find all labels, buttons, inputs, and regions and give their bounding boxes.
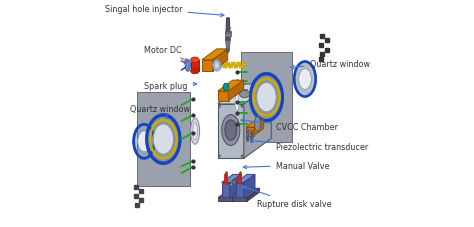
Ellipse shape <box>146 114 181 165</box>
Ellipse shape <box>299 69 311 90</box>
Polygon shape <box>246 120 264 128</box>
Polygon shape <box>226 19 230 41</box>
Polygon shape <box>219 188 246 197</box>
Ellipse shape <box>213 60 221 72</box>
Polygon shape <box>226 41 230 50</box>
Polygon shape <box>232 188 259 197</box>
Ellipse shape <box>219 155 220 158</box>
Ellipse shape <box>133 124 155 159</box>
Polygon shape <box>244 85 271 159</box>
Ellipse shape <box>185 60 191 72</box>
Ellipse shape <box>234 181 235 183</box>
Polygon shape <box>218 92 228 101</box>
Polygon shape <box>230 175 241 197</box>
Polygon shape <box>221 175 241 183</box>
Ellipse shape <box>227 50 229 53</box>
Ellipse shape <box>219 106 220 108</box>
Ellipse shape <box>246 129 248 132</box>
Ellipse shape <box>215 63 219 69</box>
Ellipse shape <box>241 155 243 158</box>
Ellipse shape <box>255 117 260 132</box>
Text: Piezolectric transducer: Piezolectric transducer <box>250 140 368 152</box>
Ellipse shape <box>191 118 200 145</box>
Text: Manual Valve: Manual Valve <box>243 161 329 170</box>
Polygon shape <box>219 197 233 202</box>
Ellipse shape <box>222 115 240 146</box>
Text: Singal hole injector: Singal hole injector <box>105 5 224 17</box>
Text: Rupture disk valve: Rupture disk valve <box>243 186 332 208</box>
Polygon shape <box>241 53 292 143</box>
FancyBboxPatch shape <box>226 27 230 29</box>
Ellipse shape <box>223 84 228 91</box>
Polygon shape <box>218 85 271 104</box>
Polygon shape <box>244 175 255 197</box>
Ellipse shape <box>246 134 248 136</box>
Ellipse shape <box>256 83 276 112</box>
Polygon shape <box>236 175 255 183</box>
Polygon shape <box>236 183 244 197</box>
Polygon shape <box>254 120 264 136</box>
Ellipse shape <box>241 106 243 108</box>
Polygon shape <box>221 183 230 197</box>
Text: Quartz window: Quartz window <box>291 59 370 69</box>
Polygon shape <box>247 188 259 202</box>
Ellipse shape <box>191 69 199 74</box>
Polygon shape <box>137 93 190 186</box>
Polygon shape <box>202 50 228 60</box>
Polygon shape <box>232 197 247 202</box>
Ellipse shape <box>294 62 316 98</box>
Ellipse shape <box>235 95 239 111</box>
Polygon shape <box>218 81 244 92</box>
Text: Motor DC: Motor DC <box>144 46 188 62</box>
Ellipse shape <box>138 131 150 152</box>
Ellipse shape <box>193 123 197 140</box>
Text: CVCC Chamber: CVCC Chamber <box>241 119 337 131</box>
Ellipse shape <box>250 135 252 137</box>
Ellipse shape <box>249 73 283 122</box>
Ellipse shape <box>191 58 199 63</box>
Ellipse shape <box>231 180 232 182</box>
Text: Spark plug: Spark plug <box>144 82 197 91</box>
Polygon shape <box>213 50 228 72</box>
Ellipse shape <box>231 184 232 185</box>
Polygon shape <box>233 188 246 202</box>
Ellipse shape <box>153 124 173 155</box>
Polygon shape <box>246 128 254 136</box>
FancyBboxPatch shape <box>226 38 230 39</box>
Polygon shape <box>228 81 244 101</box>
Ellipse shape <box>225 120 237 141</box>
Text: Quartz window: Quartz window <box>130 104 191 119</box>
Ellipse shape <box>233 91 241 116</box>
FancyBboxPatch shape <box>225 32 231 37</box>
FancyBboxPatch shape <box>191 60 199 72</box>
FancyBboxPatch shape <box>226 32 230 33</box>
Ellipse shape <box>250 131 252 133</box>
Polygon shape <box>218 104 244 159</box>
Ellipse shape <box>239 91 249 98</box>
Polygon shape <box>202 60 213 72</box>
